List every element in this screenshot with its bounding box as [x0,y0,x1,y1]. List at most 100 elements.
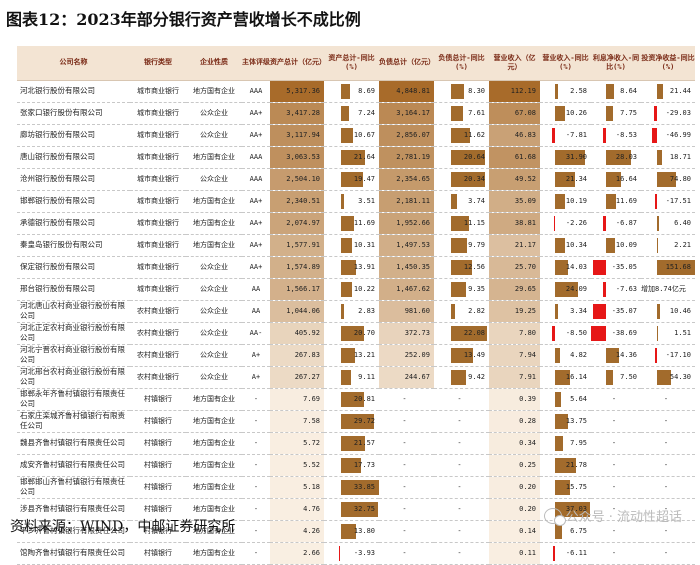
total-assets: 4.26 [270,520,324,542]
operating-revenue-value: 0.28 [489,417,540,425]
column-header: 营业收入（亿元） [489,46,540,80]
total-assets: 2,340.51 [270,190,324,212]
assets-yoy-value: 7.24 [324,103,379,124]
column-header: 营业收入-同比(%) [540,46,591,80]
operating-revenue-value: 25.70 [489,263,540,271]
credit-rating: AA+ [242,102,270,124]
liabilities-yoy: 20.34 [434,168,489,190]
credit-rating: - [242,432,270,454]
credit-rating: AA+ [242,190,270,212]
investment-income-yoy: -17.51 [641,190,695,212]
bank-type: 城市商业银行 [130,278,186,300]
assets-yoy-value: 13.80 [324,521,379,542]
operating-revenue-value: 0.14 [489,527,540,535]
investment-income-yoy: 74.80 [641,168,695,190]
total-assets: 2,074.97 [270,212,324,234]
bank-type: 城市商业银行 [130,256,186,278]
total-liabilities-value: 2,354.65 [379,175,434,183]
assets-yoy-value: 10.22 [324,279,379,300]
liabilities-yoy-value: 3.74 [434,191,489,212]
investment-income-yoy-value: 6.40 [641,213,695,234]
total-assets-value: 405.92 [270,329,324,337]
revenue-yoy-value: 14.03 [540,257,591,278]
enterprise-nature: 公众企业 [186,168,242,190]
total-liabilities-value: - [379,461,434,469]
assets-yoy-value: -3.93 [324,543,379,564]
revenue-yoy: -8.50 [540,322,591,344]
company-name: 河北唐山农村商业银行股份有限公司 [17,300,130,322]
revenue-yoy-value: 16.14 [540,367,591,388]
net-interest-income-yoy-value: 10.09 [591,235,641,256]
liabilities-yoy: - [434,388,489,410]
liabilities-yoy: 7.61 [434,102,489,124]
revenue-yoy: 2.58 [540,80,591,102]
net-interest-income-yoy: - [591,410,641,432]
source-note: 资料来源：WIND，中邮证券研究所 [10,516,235,536]
operating-revenue: 67.08 [489,102,540,124]
investment-income-yoy: 21.44 [641,80,695,102]
revenue-yoy-value: 4.82 [540,345,591,366]
bank-type: 城市商业银行 [130,102,186,124]
total-assets-value: 3,117.94 [270,131,324,139]
operating-revenue-value: 0.20 [489,483,540,491]
company-name: 河北宁晋农村商业银行股份有限公司 [17,344,130,366]
total-liabilities: - [379,454,434,476]
net-interest-income-yoy: -35.07 [591,300,641,322]
net-interest-income-yoy-value: - [591,543,641,564]
company-name: 邯郸银行股份有限公司 [17,190,130,212]
investment-income-yoy: - [641,432,695,454]
liabilities-yoy-value: 20.64 [434,147,489,168]
net-interest-income-yoy-value: - [591,433,641,454]
assets-yoy-value: 9.11 [324,367,379,388]
liabilities-yoy: 8.30 [434,80,489,102]
liabilities-yoy: 11.15 [434,212,489,234]
enterprise-nature: 地方国有企业 [186,388,242,410]
net-interest-income-yoy: -6.87 [591,212,641,234]
company-name: 邯郸邯山齐鲁村镇银行有限责任公司 [17,476,130,498]
enterprise-nature: 公众企业 [186,322,242,344]
liabilities-yoy: - [434,498,489,520]
investment-income-yoy: -29.03 [641,102,695,124]
revenue-yoy: 15.75 [540,476,591,498]
total-liabilities: - [379,432,434,454]
enterprise-nature: 地方国有企业 [186,234,242,256]
assets-yoy-value: 13.91 [324,257,379,278]
liabilities-yoy-value: - [434,543,489,564]
assets-yoy: 13.21 [324,344,379,366]
credit-rating: AA+ [242,212,270,234]
company-name: 唐山银行股份有限公司 [17,146,130,168]
operating-revenue-value: 29.65 [489,285,540,293]
net-interest-income-yoy: 7.50 [591,366,641,388]
net-interest-income-yoy: 16.64 [591,168,641,190]
net-interest-income-yoy-value: -7.63 [591,279,641,300]
total-liabilities-value: 3,164.17 [379,109,434,117]
company-name: 保定银行股份有限公司 [17,256,130,278]
total-assets-value: 4.26 [270,527,324,535]
total-assets-value: 2,504.10 [270,175,324,183]
investment-income-yoy-value: -46.99 [641,125,695,146]
total-liabilities-value: - [379,395,434,403]
total-assets: 5.18 [270,476,324,498]
total-assets-value: 1,577.91 [270,241,324,249]
revenue-yoy: -7.81 [540,124,591,146]
operating-revenue: 7.80 [489,322,540,344]
total-liabilities: - [379,388,434,410]
assets-yoy-value: 32.75 [324,499,379,520]
assets-yoy-value: 29.72 [324,411,379,432]
investment-income-yoy: -17.10 [641,344,695,366]
bank-table: 公司名称银行类型企业性质主体评级资产总计（亿元）资产总计-同比(%)负债总计（亿… [17,46,695,565]
net-interest-income-yoy-value: - [591,411,641,432]
total-assets: 267.83 [270,344,324,366]
total-assets: 1,574.89 [270,256,324,278]
operating-revenue: 19.25 [489,300,540,322]
operating-revenue: 49.52 [489,168,540,190]
liabilities-yoy-value: 8.30 [434,81,489,102]
enterprise-nature: 公众企业 [186,344,242,366]
assets-yoy: 17.73 [324,454,379,476]
operating-revenue: 0.25 [489,454,540,476]
revenue-yoy: 5.64 [540,388,591,410]
